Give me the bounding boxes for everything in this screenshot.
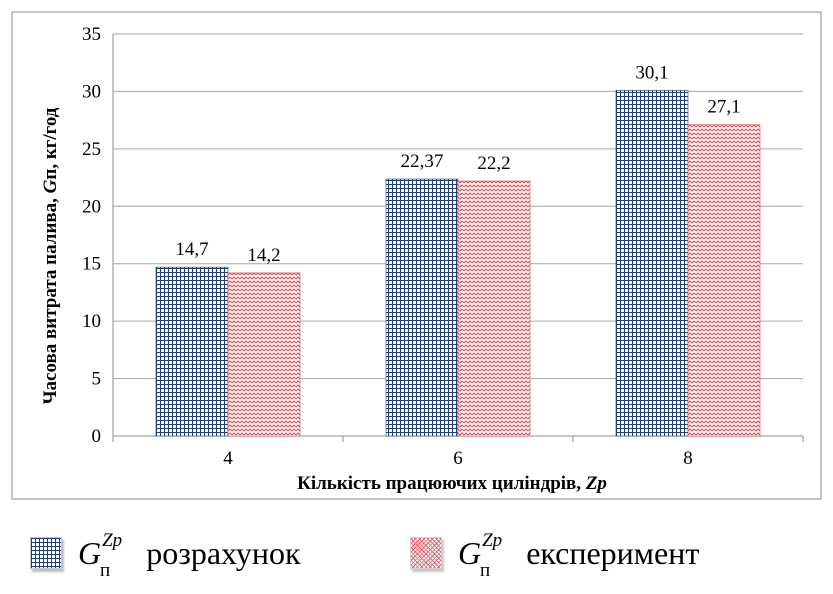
legend-swatch-experiment [410, 537, 442, 569]
bar-розрахунок-8 [615, 89, 689, 437]
data-label: 14,2 [247, 245, 280, 266]
bar-експеримент-8 [687, 124, 761, 437]
legend-symbol: GZp п [78, 529, 123, 581]
legend-label-experiment: експеримент [526, 534, 700, 571]
bar-експеримент-4 [227, 272, 301, 437]
legend-swatch-calculation [30, 537, 62, 569]
chart-border [11, 11, 822, 500]
x-tick-labels: 4 6 8 [223, 448, 693, 469]
bars [155, 89, 761, 437]
x-tick-label: 4 [223, 448, 233, 469]
y-tick-label: 30 [82, 81, 101, 102]
bar-розрахунок-4 [155, 266, 229, 437]
x-axis-title: Кількість працюючих циліндрів, Zp [297, 473, 607, 494]
legend: GZp п розрахунок GZp п експеримент [0, 520, 833, 590]
data-label: 22,37 [401, 151, 444, 172]
legend-symbol: GZp п [458, 529, 503, 581]
y-tick-label: 20 [82, 196, 101, 217]
y-tick-label: 0 [92, 426, 102, 447]
data-label: 14,7 [175, 239, 208, 260]
legend-item-experiment: GZp п експеримент [410, 528, 700, 581]
bar-chart: 0 5 10 15 20 25 30 35 4 6 8 14,7 14,2 22,37 22,2 30,1… [11, 11, 822, 500]
legend-label-calculation: розрахунок [146, 534, 301, 571]
data-label: 22,2 [477, 153, 510, 174]
bar-розрахунок-6 [385, 178, 459, 437]
y-tick-label: 15 [82, 254, 101, 275]
y-tick-label: 5 [92, 369, 102, 390]
y-tick-label: 10 [82, 311, 101, 332]
x-tick-label: 6 [453, 448, 463, 469]
data-labels: 14,7 14,2 22,37 22,2 30,1 27,1 [175, 62, 740, 266]
data-label: 30,1 [635, 62, 668, 83]
y-tick-labels: 0 5 10 15 20 25 30 35 [82, 24, 101, 447]
y-tick-label: 35 [82, 24, 101, 45]
y-tick-label: 25 [82, 139, 101, 160]
y-axis-title: Часова витрата палива, Gп, кг/год [40, 107, 61, 404]
data-label: 27,1 [707, 97, 740, 118]
x-tick-label: 8 [683, 448, 693, 469]
bar-експеримент-6 [457, 180, 531, 437]
legend-item-calculation: GZp п розрахунок [30, 528, 301, 581]
